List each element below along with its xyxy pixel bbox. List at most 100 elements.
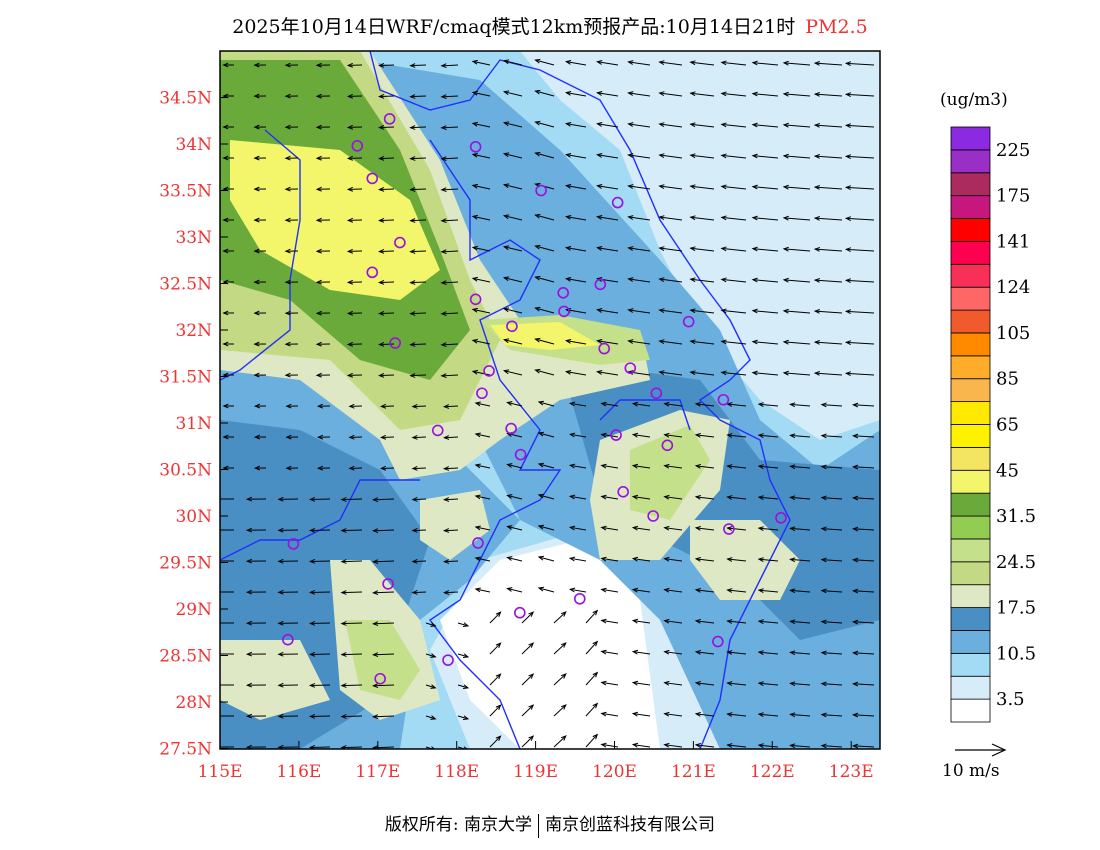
site-marker	[383, 113, 396, 125]
wind-arrow	[443, 466, 459, 471]
wind-arrow	[564, 122, 587, 128]
site-marker	[394, 236, 406, 249]
wind-arrow	[844, 185, 875, 191]
site-marker	[617, 486, 629, 498]
colorbar-segment	[950, 515, 991, 540]
wind-arrow	[782, 339, 811, 345]
wind-arrow	[474, 556, 491, 562]
wind-arrow	[315, 93, 331, 99]
site-marker	[469, 140, 482, 153]
site-marker	[506, 320, 518, 333]
lat-tick-label: 33.5N	[159, 182, 212, 202]
wind-arrow	[378, 217, 395, 223]
wind-arrow	[596, 215, 619, 221]
wind-arrow	[820, 650, 843, 656]
colorbar-label: 85	[996, 369, 1019, 390]
wind-arrow	[284, 124, 299, 130]
site-marker	[717, 393, 730, 406]
wind-arrow	[315, 310, 331, 316]
lon-tick-label: 120E	[592, 762, 637, 782]
wind-arrow	[440, 156, 459, 162]
wind-arrow	[440, 311, 459, 317]
wind-arrow	[689, 215, 715, 221]
wind-arrow	[346, 62, 363, 68]
wind-arrow	[585, 702, 599, 717]
wind-arrow	[474, 525, 491, 531]
wind-arrow	[372, 621, 395, 627]
wind-arrow	[553, 642, 567, 655]
wind-arrow	[284, 279, 299, 285]
wind-arrow	[315, 186, 331, 192]
wind-arrow	[782, 184, 811, 190]
wind-arrow	[346, 217, 363, 223]
site-marker	[483, 365, 495, 377]
wind-arrow	[521, 735, 535, 748]
wind-arrow	[308, 682, 331, 688]
wind-arrow	[440, 125, 459, 131]
wind-arrow	[253, 248, 267, 254]
wind-arrow	[284, 341, 299, 347]
wind-arrow	[789, 557, 811, 563]
wind-arrow	[409, 63, 427, 68]
wind-arrow	[726, 526, 747, 531]
wind-arrow	[820, 712, 843, 718]
wind-arrow	[378, 93, 395, 99]
colorbar-segment	[950, 698, 991, 723]
wind-arrow	[220, 651, 235, 657]
wind-vectors	[220, 58, 875, 749]
wind-arrow	[782, 370, 811, 376]
wind-arrow	[316, 465, 331, 471]
wind-arrow	[245, 527, 267, 533]
wind-arrow	[457, 715, 470, 720]
wind-arrow	[315, 279, 331, 285]
wind-arrow	[277, 651, 299, 657]
wind-arrow	[285, 465, 299, 471]
wind-arrow	[596, 370, 619, 376]
wind-arrow	[220, 527, 235, 533]
wind-arrow	[844, 278, 875, 284]
wind-arrow	[502, 214, 523, 221]
wind-arrow	[220, 713, 235, 719]
wind-arrow	[658, 184, 683, 190]
wind-arrow	[813, 92, 843, 97]
wind-arrow	[844, 340, 875, 346]
wind-arrow	[534, 58, 555, 66]
colorbar-segment	[950, 492, 991, 517]
wind-arrow	[222, 62, 235, 68]
wind-arrow	[506, 556, 523, 562]
wind-arrow	[564, 277, 587, 283]
wind-arrow	[627, 184, 651, 190]
wind-arrow	[820, 743, 843, 749]
wind-arrow	[220, 744, 235, 749]
wind-arrow	[694, 556, 715, 562]
wind-arrow	[694, 525, 715, 531]
wind-arrow	[751, 215, 779, 221]
wind-arrow	[308, 527, 331, 533]
lat-tick-label: 27.5N	[159, 740, 212, 760]
colorbar-segment	[950, 538, 991, 563]
wind-arrow	[844, 61, 875, 67]
wind-arrow	[489, 704, 502, 717]
colorbar-segment	[950, 652, 991, 677]
wind-arrow	[852, 743, 875, 749]
wind-arrow	[534, 213, 555, 221]
wind-arrow	[757, 464, 779, 469]
wind-arrow	[852, 433, 875, 439]
wind-arrow	[689, 308, 715, 314]
wind-arrow	[789, 650, 811, 656]
wind-arrow	[315, 62, 331, 68]
wind-arrow	[220, 496, 235, 502]
wind-arrow	[471, 307, 491, 314]
wind-arrow	[220, 558, 235, 564]
lat-tick-label: 29.5N	[159, 554, 212, 574]
wind-arrow	[600, 432, 619, 438]
site-marker	[723, 523, 735, 535]
wind-arrow	[600, 742, 619, 748]
wind-arrow	[627, 339, 651, 345]
site-marker	[557, 286, 570, 299]
colorbar-segment	[950, 286, 991, 311]
wind-arrow	[315, 248, 331, 254]
wind-arrow	[813, 371, 843, 376]
wind-arrow	[409, 125, 427, 130]
wind-arrow	[253, 124, 267, 130]
